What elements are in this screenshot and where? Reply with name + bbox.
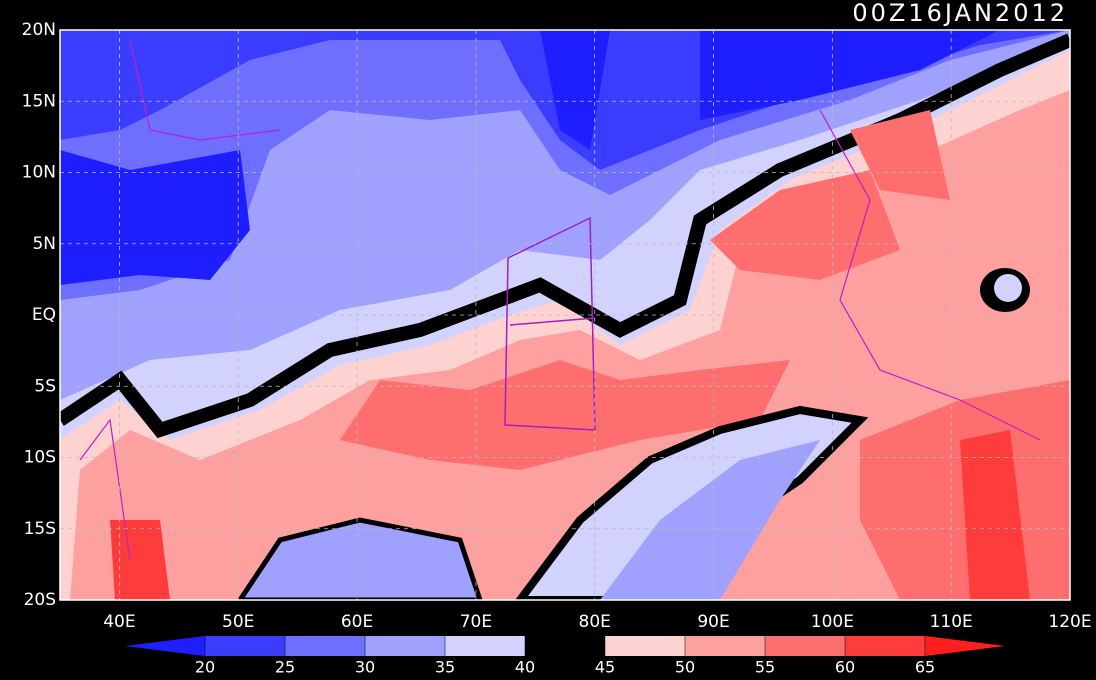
colorbar-swatch <box>845 636 925 656</box>
lat-tick-label: 5S <box>34 376 56 396</box>
lon-tick-label: 60E <box>341 612 373 632</box>
colorbar-label: 25 <box>275 658 295 677</box>
field-region <box>236 517 483 600</box>
colorbar-swatch <box>125 636 205 656</box>
lon-tick-label: 110E <box>930 612 973 632</box>
lon-tick-label: 120E <box>1048 612 1091 632</box>
colorbar-label: 55 <box>755 658 775 677</box>
lat-tick-label: 20N <box>22 20 56 40</box>
field-region <box>540 30 1000 150</box>
colorbar-swatch <box>285 636 365 656</box>
colorbar-label: 35 <box>435 658 455 677</box>
colorbar-label: 65 <box>915 658 935 677</box>
colorbar-swatch <box>685 636 765 656</box>
lon-tick-label: 90E <box>697 612 729 632</box>
region-box <box>509 317 596 326</box>
colorbar-swatch <box>445 636 525 656</box>
field-region <box>994 274 1022 302</box>
lat-tick-label: 10S <box>24 448 56 468</box>
colorbar-swatch <box>605 636 685 656</box>
colorbar-label: 50 <box>675 658 695 677</box>
map-frame <box>59 29 1071 601</box>
field-region <box>60 30 1070 300</box>
colorbar-label: 30 <box>355 658 375 677</box>
coastline <box>819 109 1041 441</box>
lat-tick-label: 15N <box>22 91 56 111</box>
colorbar-label: 40 <box>515 658 535 677</box>
colorbar-swatch <box>205 636 285 656</box>
colorbar-swatch <box>525 636 605 656</box>
lat-tick-label: 15S <box>24 519 56 539</box>
lat-tick-label: 5N <box>32 234 56 254</box>
coastline <box>79 39 281 561</box>
lat-tick-label: 10N <box>22 163 56 183</box>
lat-tick-label: 20S <box>24 590 56 610</box>
colorbar-swatch <box>925 636 1005 656</box>
colorbar-label: 20 <box>195 658 215 677</box>
field-region <box>600 440 820 600</box>
colorbar-label: 60 <box>835 658 855 677</box>
timestamp: 00Z16JAN2012 <box>852 0 1068 27</box>
lon-tick-label: 100E <box>811 612 854 632</box>
colorbar-label: 45 <box>595 658 615 677</box>
lat-tick-label: EQ <box>32 305 56 325</box>
colorbar-swatch <box>765 636 845 656</box>
lon-tick-label: 40E <box>103 612 135 632</box>
lon-tick-label: 70E <box>460 612 492 632</box>
field-region <box>340 360 790 470</box>
colorbar-swatch <box>365 636 445 656</box>
lon-tick-label: 80E <box>579 612 611 632</box>
field-region <box>60 150 250 285</box>
lon-tick-label: 50E <box>222 612 254 632</box>
field <box>60 30 1070 600</box>
field-region <box>710 110 950 280</box>
